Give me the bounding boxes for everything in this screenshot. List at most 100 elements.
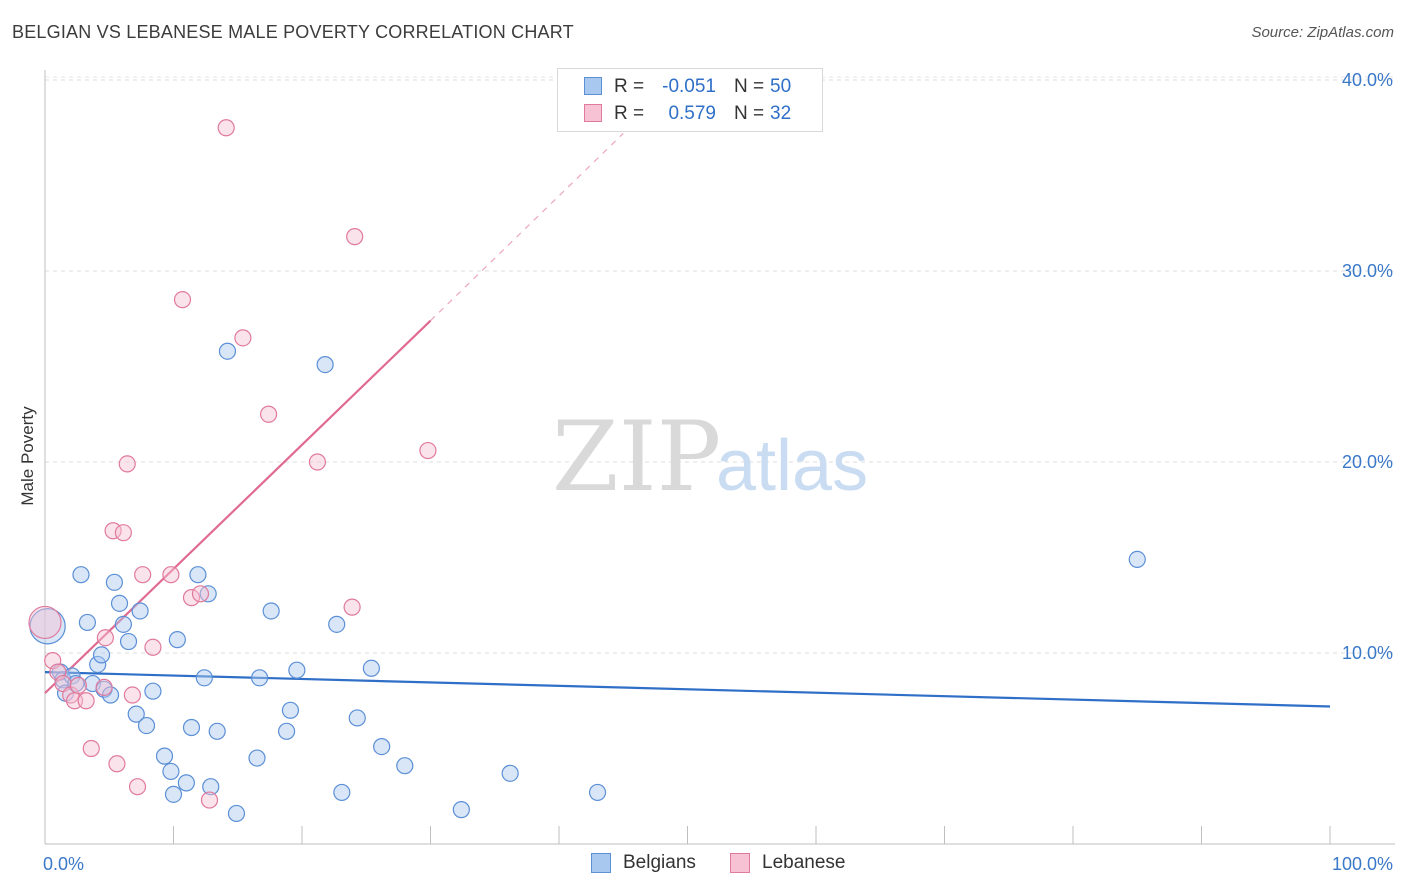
belgians-point (114, 615, 132, 633)
belgians-point (1128, 550, 1146, 569)
belgians-point (396, 757, 414, 775)
n-label: N = (734, 103, 765, 124)
data-points (28, 119, 1146, 823)
belgians-point (105, 573, 123, 591)
belgians-point (202, 778, 220, 796)
belgians-point (281, 701, 300, 719)
source-credit: Source: ZipAtlas.com (1251, 24, 1394, 41)
lebanese-point (69, 676, 88, 695)
belgians-point (182, 718, 201, 737)
lebanese-point (173, 291, 192, 309)
r-value: -0.051 (662, 76, 716, 97)
lebanese-point (128, 778, 147, 796)
belgians-point (250, 669, 269, 687)
y-tick-label: 20.0% (1342, 452, 1393, 472)
y-tick-label: 30.0% (1342, 261, 1393, 281)
belgians-point (162, 762, 180, 781)
lebanese-point (308, 453, 327, 471)
lebanese-trend-extension (430, 133, 624, 322)
lebanese-point (108, 755, 126, 773)
belgians-point (78, 613, 97, 632)
belgians-point (288, 661, 306, 679)
belgians-point (164, 785, 183, 803)
belgians-point (277, 722, 296, 740)
axes (44, 70, 1395, 845)
lebanese-point (123, 686, 141, 704)
lebanese-point (343, 598, 361, 616)
belgians-point (208, 722, 226, 740)
lebanese-point (134, 566, 152, 584)
lebanese-legend-swatch (730, 853, 750, 873)
belgians-point (119, 632, 138, 651)
r-label: R = (614, 76, 645, 97)
belgians-point (110, 594, 129, 612)
belgians-swatch (584, 77, 602, 95)
r-value: 0.579 (668, 103, 716, 124)
belgians-point (248, 749, 266, 767)
y-tick-label: 40.0% (1342, 70, 1393, 90)
lebanese-point (419, 441, 437, 460)
tick-labels: 10.0% 20.0% 30.0% 40.0% 0.0% 100.0% (43, 70, 1393, 874)
belgians-point (189, 566, 207, 584)
x-tick-label: 100.0% (1332, 854, 1393, 874)
lebanese-point (96, 629, 114, 647)
r-label: R = (614, 103, 645, 124)
correlation-legend: R = -0.051 N = 50 R = 0.579 N = 32 (557, 68, 823, 132)
n-label: N = (734, 76, 765, 97)
belgians-point (137, 716, 156, 735)
chart-title: BELGIAN VS LEBANESE MALE POVERTY CORRELA… (12, 22, 574, 42)
legend-row-belgians: R = -0.051 N = 50 (558, 74, 822, 100)
belgians-point (333, 783, 351, 802)
lebanese-point (346, 228, 364, 246)
lebanese-point (182, 589, 201, 607)
lebanese-point (144, 638, 162, 656)
belgians-point (177, 774, 195, 792)
belgians-point (218, 342, 237, 360)
belgians-point (195, 669, 213, 687)
legend-label: Belgians (623, 852, 696, 873)
lebanese-point (95, 678, 113, 696)
belgians-point (501, 764, 519, 782)
watermark-zip: ZIP (552, 401, 721, 513)
x-tick-label: 0.0% (43, 854, 84, 874)
belgians-trend-line (44, 671, 1331, 708)
belgians-legend-swatch (591, 853, 611, 873)
lebanese-point (82, 739, 100, 758)
belgians-point (227, 804, 246, 823)
belgians-point (92, 646, 111, 664)
lebanese-point (234, 329, 252, 347)
belgians-point (144, 682, 162, 700)
lebanese-point (259, 405, 278, 423)
legend-label: Lebanese (762, 852, 846, 873)
lebanese-point (114, 524, 132, 542)
belgians-point (348, 709, 366, 727)
belgians-point (127, 705, 145, 723)
watermark-atlas: atlas (716, 426, 868, 506)
lebanese-point (162, 566, 180, 584)
belgians-point (328, 615, 346, 633)
y-tick-label: 10.0% (1342, 643, 1393, 663)
belgians-point (588, 783, 607, 802)
belgians-point (72, 566, 90, 584)
belgians-point (131, 602, 149, 620)
lebanese-point (191, 585, 210, 603)
belgians-point (362, 659, 380, 677)
lebanese-point (104, 522, 122, 540)
lebanese-point (217, 119, 235, 137)
gridlines (45, 76, 1395, 654)
belgians-point (155, 747, 174, 765)
n-value: 50 (770, 76, 792, 97)
belgians-point (89, 655, 107, 674)
lebanese-point (77, 692, 95, 710)
belgians-point (168, 631, 186, 649)
lebanese-point (118, 455, 136, 473)
n-value: 32 (770, 103, 792, 124)
legend-row-lebanese: R = 0.579 N = 32 (558, 101, 822, 127)
series-legend: Belgians Lebanese (0, 852, 1406, 878)
lebanese-point (200, 791, 219, 809)
belgians-point (316, 355, 334, 374)
lebanese-swatch (584, 104, 602, 122)
lebanese-point (28, 605, 62, 640)
belgians-point (452, 801, 470, 819)
